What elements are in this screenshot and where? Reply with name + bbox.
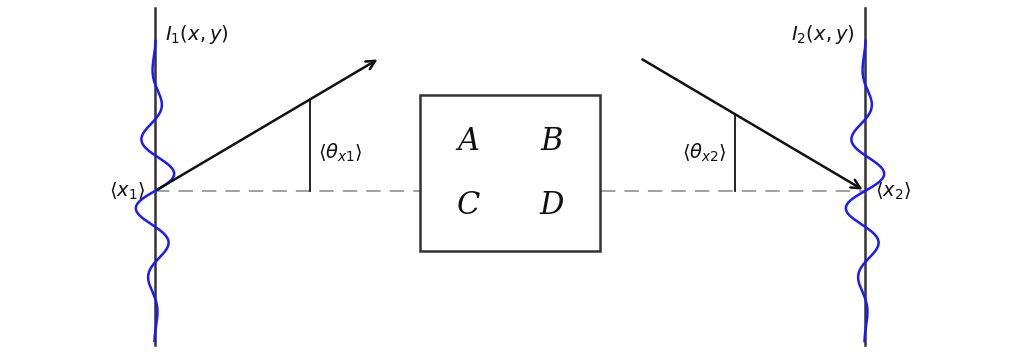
Text: $\langle\theta_{x2}\rangle$: $\langle\theta_{x2}\rangle$ — [682, 142, 727, 164]
Text: $I_1(x,y)$: $I_1(x,y)$ — [165, 24, 228, 47]
Text: A: A — [457, 126, 479, 156]
Text: C: C — [455, 190, 479, 221]
Bar — [420, 96, 599, 251]
Text: B: B — [540, 126, 562, 156]
Text: $I_2(x,y)$: $I_2(x,y)$ — [791, 24, 854, 47]
Text: $\langle x_1\rangle$: $\langle x_1\rangle$ — [109, 180, 145, 202]
Text: $\langle\theta_{x1}\rangle$: $\langle\theta_{x1}\rangle$ — [318, 142, 363, 164]
Text: D: D — [539, 190, 564, 221]
Text: $\langle x_2\rangle$: $\langle x_2\rangle$ — [874, 180, 910, 202]
